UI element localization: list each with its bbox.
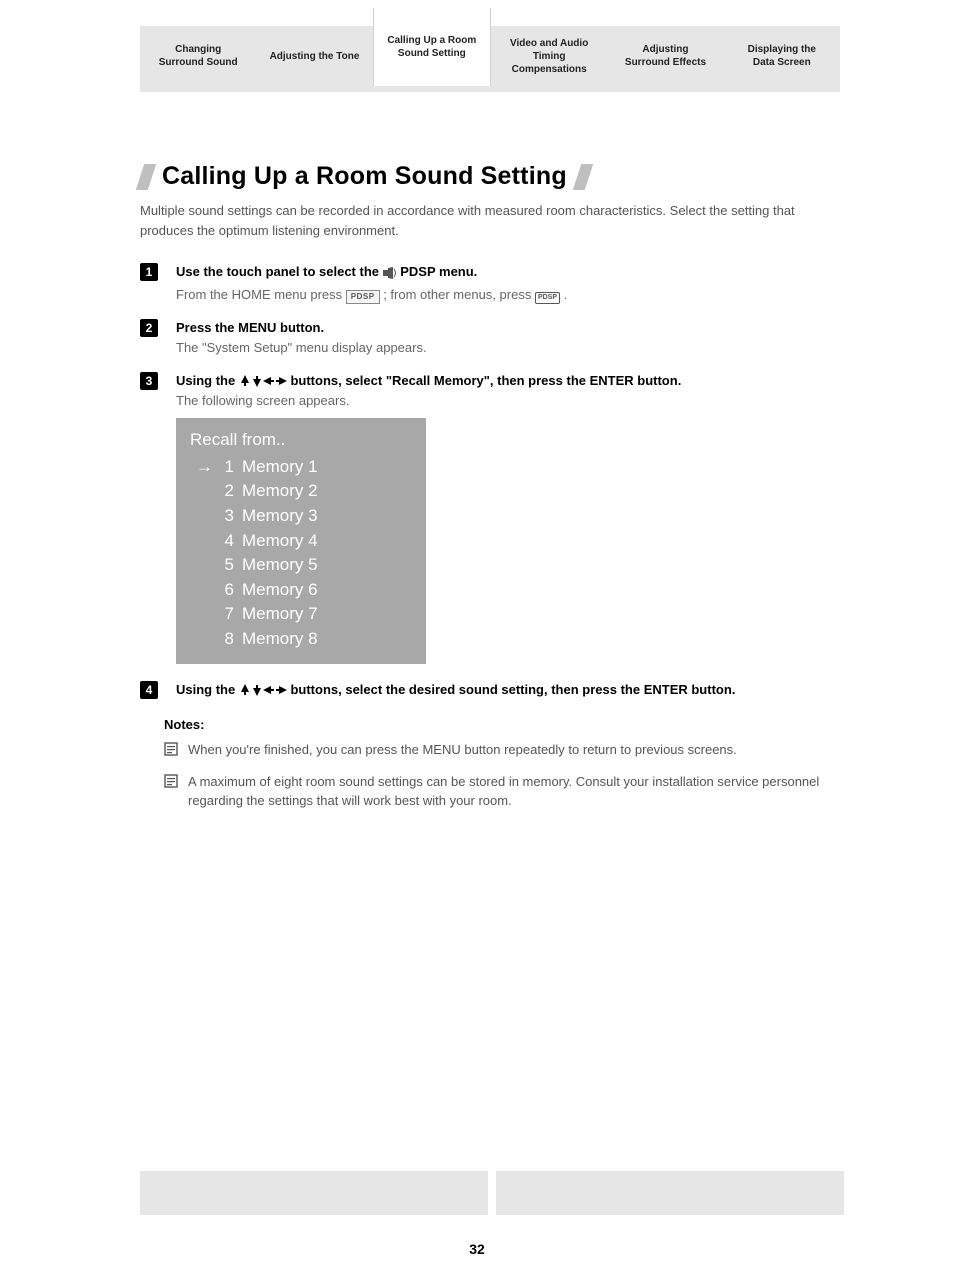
recall-arrow bbox=[196, 578, 212, 603]
step-3-title-b: buttons, select "Recall Memory", then pr… bbox=[290, 373, 681, 388]
recall-num: 5 bbox=[220, 553, 234, 578]
recall-item-1[interactable]: → 1 Memory 1 bbox=[190, 455, 412, 480]
step-1-title-b: PDSP menu. bbox=[400, 264, 477, 279]
tab-1[interactable]: Adjusting the Tone bbox=[256, 26, 372, 86]
speaker-icon bbox=[383, 265, 397, 285]
recall-num: 7 bbox=[220, 602, 234, 627]
recall-item-6[interactable]: 6 Memory 6 bbox=[190, 578, 412, 603]
note-1: When you're finished, you can press the … bbox=[164, 740, 844, 760]
step-4-title-a: Using the bbox=[176, 682, 239, 697]
slash-decor-left bbox=[136, 164, 156, 190]
recall-label: Memory 5 bbox=[242, 553, 318, 578]
recall-title: Recall from.. bbox=[190, 428, 412, 453]
footer-placeholder-bars bbox=[140, 1171, 844, 1215]
step-number-1: 1 bbox=[140, 263, 158, 281]
recall-arrow: → bbox=[196, 455, 212, 480]
recall-arrow bbox=[196, 529, 212, 554]
note-2-text: A maximum of eight room sound settings c… bbox=[188, 772, 844, 811]
page-number: 32 bbox=[0, 1241, 954, 1257]
step-4: 4 Using the buttons, select the desired … bbox=[140, 680, 844, 700]
recall-arrow bbox=[196, 627, 212, 652]
notes-title: Notes: bbox=[164, 717, 844, 732]
footer-bar-right bbox=[496, 1171, 844, 1215]
recall-label: Memory 6 bbox=[242, 578, 318, 603]
recall-num: 8 bbox=[220, 627, 234, 652]
step-1-sub-b: ; from other menus, press bbox=[383, 287, 535, 302]
tab-3[interactable]: Video and AudioTimingCompensations bbox=[491, 26, 607, 86]
tab-strip: ChangingSurround SoundAdjusting the Tone… bbox=[140, 8, 840, 92]
recall-arrow bbox=[196, 479, 212, 504]
document-page: ChangingSurround SoundAdjusting the Tone… bbox=[0, 8, 954, 1287]
main-content: Calling Up a Room Sound Setting Multiple… bbox=[140, 162, 844, 811]
recall-arrow bbox=[196, 504, 212, 529]
pdsp-home-icon: PDSP bbox=[346, 290, 380, 304]
recall-num: 6 bbox=[220, 578, 234, 603]
pdsp-small-icon: PDSP bbox=[535, 292, 560, 305]
recall-num: 3 bbox=[220, 504, 234, 529]
note-1-text: When you're finished, you can press the … bbox=[188, 740, 737, 760]
step-2-title: Press the MENU button. bbox=[176, 318, 844, 338]
page-title: Calling Up a Room Sound Setting bbox=[162, 162, 567, 191]
notes-section: Notes: When you're finished, you can pre… bbox=[164, 717, 844, 811]
recall-panel: Recall from.. → 1 Memory 1 2 Memory 2 3 Memory… bbox=[176, 418, 426, 664]
step-2-sub: The "System Setup" menu display appears. bbox=[176, 338, 844, 358]
step-3: 3 Using the buttons, select "Recall Memo… bbox=[140, 371, 844, 674]
recall-label: Memory 1 bbox=[242, 455, 318, 480]
recall-label: Memory 3 bbox=[242, 504, 318, 529]
recall-arrow bbox=[196, 553, 212, 578]
arrow-keys-icon bbox=[239, 373, 291, 388]
step-number-4: 4 bbox=[140, 681, 158, 699]
step-1-title: Use the touch panel to select the PDSP m… bbox=[176, 262, 844, 285]
step-4-title-b: buttons, select the desired sound settin… bbox=[290, 682, 735, 697]
footer-bar-left bbox=[140, 1171, 488, 1215]
step-4-title: Using the buttons, select the desired so… bbox=[176, 680, 844, 700]
tab-4[interactable]: AdjustingSurround Effects bbox=[607, 26, 723, 86]
tab-5[interactable]: Displaying theData Screen bbox=[724, 26, 840, 86]
intro-text: Multiple sound settings can be recorded … bbox=[140, 201, 844, 240]
recall-item-2[interactable]: 2 Memory 2 bbox=[190, 479, 412, 504]
recall-item-8[interactable]: 8 Memory 8 bbox=[190, 627, 412, 652]
recall-item-3[interactable]: 3 Memory 3 bbox=[190, 504, 412, 529]
step-3-title-a: Using the bbox=[176, 373, 239, 388]
note-icon bbox=[164, 742, 178, 760]
recall-num: 2 bbox=[220, 479, 234, 504]
recall-item-4[interactable]: 4 Memory 4 bbox=[190, 529, 412, 554]
note-icon bbox=[164, 774, 178, 811]
recall-num: 4 bbox=[220, 529, 234, 554]
step-1-sub: From the HOME menu press PDSP ; from oth… bbox=[176, 285, 844, 305]
step-3-title: Using the buttons, select "Recall Memory… bbox=[176, 371, 844, 391]
tab-2[interactable]: Calling Up a RoomSound Setting bbox=[373, 8, 491, 86]
recall-label: Memory 8 bbox=[242, 627, 318, 652]
arrow-keys-icon bbox=[239, 682, 291, 697]
tab-underline bbox=[140, 86, 840, 92]
recall-arrow bbox=[196, 602, 212, 627]
step-1-title-a: Use the touch panel to select the bbox=[176, 264, 383, 279]
recall-label: Memory 7 bbox=[242, 602, 318, 627]
step-number-3: 3 bbox=[140, 372, 158, 390]
note-2: A maximum of eight room sound settings c… bbox=[164, 772, 844, 811]
recall-num: 1 bbox=[220, 455, 234, 480]
step-1: 1 Use the touch panel to select the PDSP… bbox=[140, 262, 844, 304]
recall-item-7[interactable]: 7 Memory 7 bbox=[190, 602, 412, 627]
slash-decor-right bbox=[573, 164, 593, 190]
step-1-sub-a: From the HOME menu press bbox=[176, 287, 346, 302]
step-2: 2 Press the MENU button. The "System Set… bbox=[140, 318, 844, 357]
step-1-sub-c: . bbox=[564, 287, 568, 302]
tab-0[interactable]: ChangingSurround Sound bbox=[140, 26, 256, 86]
recall-item-5[interactable]: 5 Memory 5 bbox=[190, 553, 412, 578]
page-title-row: Calling Up a Room Sound Setting bbox=[140, 162, 844, 191]
recall-label: Memory 2 bbox=[242, 479, 318, 504]
step-number-2: 2 bbox=[140, 319, 158, 337]
step-3-sub: The following screen appears. bbox=[176, 391, 844, 411]
recall-label: Memory 4 bbox=[242, 529, 318, 554]
